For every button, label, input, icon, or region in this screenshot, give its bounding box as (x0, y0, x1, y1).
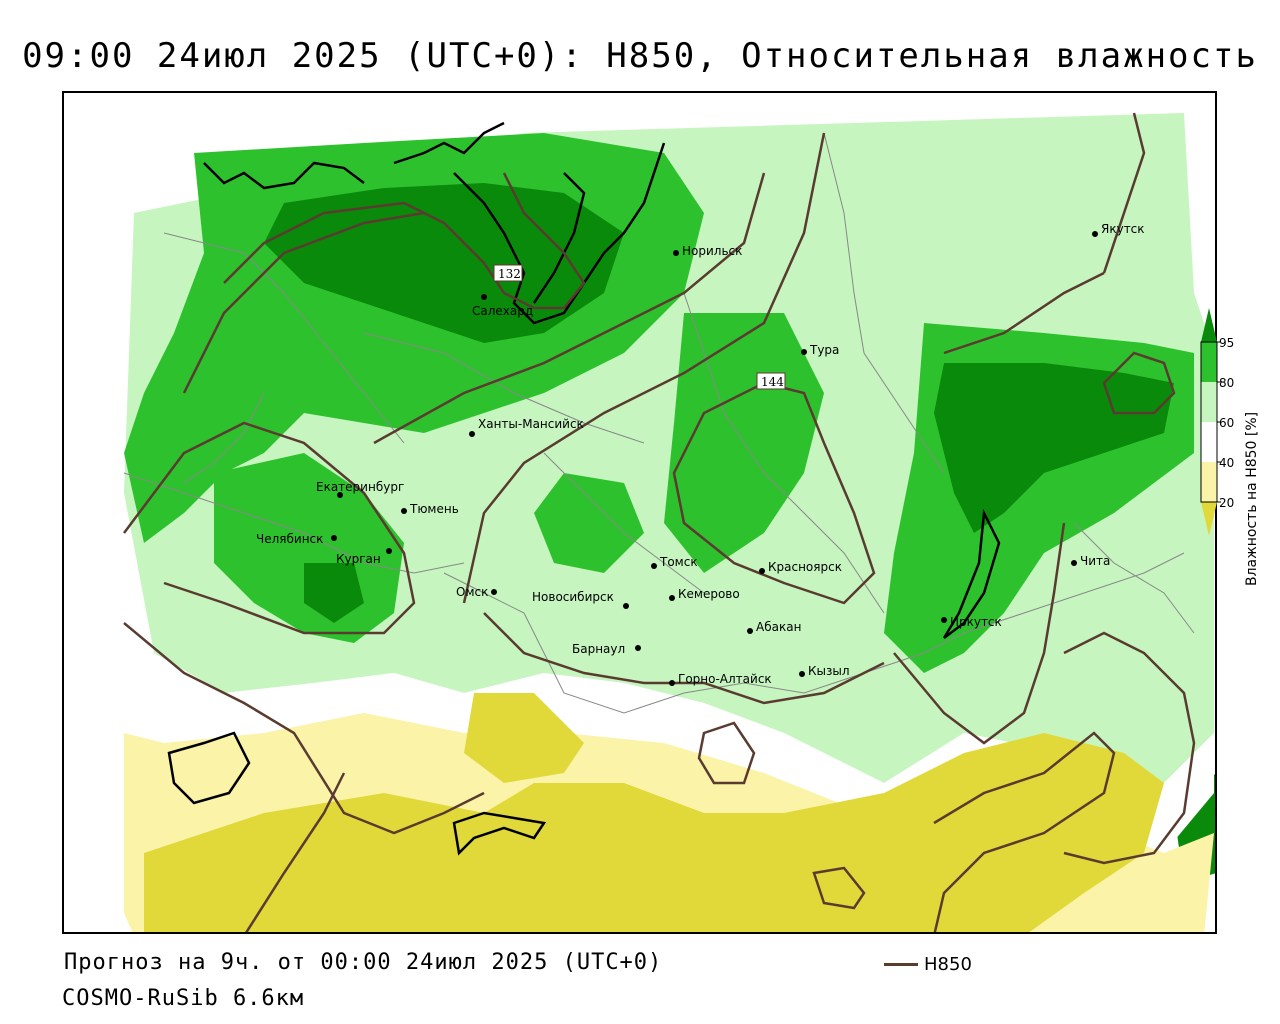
cities: Салехард Норильск Тура Якутск Ханты-Манс… (256, 222, 1145, 686)
contour-line-l (245, 772, 346, 932)
contour-line-j (697, 721, 756, 785)
city-abakan: Абакан (747, 620, 801, 634)
svg-text:Омск: Омск (456, 585, 488, 599)
forecast-caption: Прогноз на 9ч. от 00:00 24июл 2025 (UTC+… (64, 950, 663, 975)
humidity-fields (124, 113, 1215, 932)
model-caption: COSMO-RuSib 6.6км (62, 986, 305, 1011)
svg-text:Новосибирск: Новосибирск (532, 590, 614, 604)
svg-text:Салехард: Салехард (472, 304, 533, 318)
colorbar-seg-80 (1201, 382, 1217, 422)
h850-legend-label: H850 (924, 954, 972, 975)
city-kyzyl: Кызыл (799, 664, 850, 678)
svg-text:Томск: Томск (659, 555, 698, 569)
city-chelyabinsk: Челябинск (256, 532, 337, 546)
svg-text:Ханты-Мансийск: Ханты-Мансийск (478, 417, 584, 431)
city-norilsk: Норильск (673, 244, 742, 258)
colorbar-tick-60: 60 (1219, 416, 1234, 430)
city-novosibirsk: Новосибирск (532, 590, 629, 609)
svg-text:Абакан: Абакан (756, 620, 801, 634)
city-yakutsk: Якутск (1092, 222, 1145, 237)
city-khanty-mansiysk: Ханты-Мансийск (469, 417, 584, 437)
contour-line-o (943, 271, 1105, 355)
svg-text:Горно-Алтайск: Горно-Алтайск (678, 672, 772, 686)
rh-neutral-band (124, 653, 1214, 853)
contour-line-d (123, 421, 416, 635)
contour-line-n (1102, 351, 1176, 415)
contour-line-c (462, 132, 826, 604)
city-barnaul: Барнаул (572, 642, 641, 656)
svg-text:Курган: Курган (336, 552, 381, 566)
colorbar-scale: 95 80 60 40 20 (1200, 308, 1234, 536)
svg-text:Чита: Чита (1080, 554, 1110, 568)
colorbar-title: Влажность на H850 [%] (1226, 350, 1276, 590)
contour-label-132: 132 (493, 264, 523, 282)
city-tyumen: Тюмень (401, 502, 459, 516)
map-canvas: 132 144 Салехард Норильск Тура Якутск Ха… (123, 93, 1215, 932)
colorbar-bottom-arrow (1201, 502, 1217, 536)
colorbar: 95 80 60 40 20 (1199, 306, 1259, 596)
svg-text:Тюмень: Тюмень (409, 502, 459, 516)
svg-text:Челябинск: Челябинск (256, 532, 323, 546)
coastlines (167, 121, 1001, 856)
svg-text:Барнаул: Барнаул (572, 642, 625, 656)
svg-text:Иркутск: Иркутск (950, 615, 1002, 629)
svg-text:Кемерово: Кемерово (678, 587, 740, 601)
city-irkutsk: Иркутск (941, 615, 1002, 629)
colorbar-seg-60 (1201, 422, 1217, 462)
city-yekaterinburg: Екатеринбург (316, 480, 404, 498)
h850-contours (123, 112, 1196, 932)
contour-label-144: 144 (756, 372, 786, 390)
rh-high-area-5 (534, 473, 644, 573)
admin-borders (123, 132, 1195, 714)
contour-line-e (123, 622, 485, 835)
colorbar-seg-40 (1201, 462, 1217, 502)
city-tura: Тура (801, 343, 839, 357)
colorbar-tick-20: 20 (1219, 496, 1234, 510)
svg-text:Красноярск: Красноярск (768, 560, 842, 574)
map-title: 09:00 24июл 2025 (UTC+0): H850, Относите… (22, 36, 1258, 76)
city-chita: Чита (1071, 554, 1110, 568)
contour-line-m (1102, 112, 1146, 274)
colorbar-top-arrow (1201, 308, 1217, 342)
contour-line-g (893, 522, 1066, 745)
svg-text:Влажность на H850 [%]: Влажность на H850 [%] (1244, 412, 1260, 586)
svg-text:Норильск: Норильск (682, 244, 742, 258)
h850-legend: H850 (884, 954, 972, 975)
svg-text:Якутск: Якутск (1101, 222, 1145, 236)
city-gorno-altaysk: Горно-Алтайск (669, 672, 772, 686)
city-omsk: Омск (456, 585, 497, 599)
rh-very-low-area-2 (464, 693, 584, 783)
svg-text:Тура: Тура (809, 343, 839, 357)
rh-very-low-area (144, 733, 1164, 932)
contour-line-h (1063, 631, 1196, 865)
city-kurgan: Курган (336, 548, 392, 566)
svg-text:132: 132 (498, 267, 521, 281)
rh-very-high-area-3 (304, 563, 364, 623)
contour-132 (223, 172, 586, 310)
contour-144 (672, 381, 876, 605)
h850-legend-line (884, 963, 918, 966)
city-krasnoyarsk: Красноярск (759, 560, 842, 574)
map-frame: 132 144 Салехард Норильск Тура Якутск Ха… (62, 91, 1217, 934)
svg-text:Екатеринбург: Екатеринбург (316, 480, 404, 494)
svg-text:144: 144 (761, 375, 784, 389)
rh-very-high-area-2 (934, 363, 1174, 533)
contour-line-i (933, 731, 1116, 932)
colorbar-tick-40: 40 (1219, 456, 1234, 470)
colorbar-tick-95: 95 (1219, 336, 1234, 350)
colorbar-seg-95 (1201, 342, 1217, 382)
contour-line-b (373, 172, 766, 445)
city-kemerovo: Кемерово (669, 587, 740, 601)
city-tomsk: Томск (651, 555, 698, 569)
city-salekhard: Салехард (472, 294, 533, 318)
colorbar-tick-80: 80 (1219, 376, 1234, 390)
contour-line-k (812, 866, 866, 910)
svg-text:Кызыл: Кызыл (808, 664, 850, 678)
contour-line-a (182, 211, 425, 394)
